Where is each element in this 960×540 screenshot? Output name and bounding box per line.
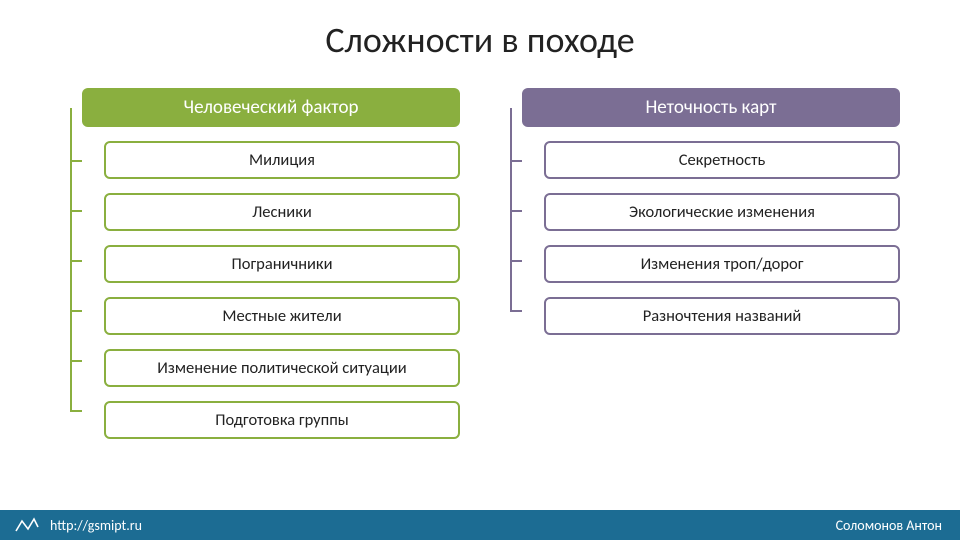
connector-line: [510, 210, 522, 212]
column-right-items: Секретность Экологические изменения Измене…: [522, 141, 900, 335]
item-box: Секретность: [544, 141, 900, 179]
column-left-inner: Человеческий фактор Милиция Лесники Погран…: [60, 88, 460, 439]
item-box: Разночтения названий: [544, 297, 900, 335]
footer-url: http://gsmipt.ru: [50, 517, 142, 534]
column-left: Человеческий фактор Милиция Лесники Погран…: [60, 88, 460, 453]
footer-bar: http://gsmipt.ru Соломонов Антон: [0, 510, 960, 540]
slide: Сложности в походе Человеческий фактор М…: [0, 0, 960, 540]
item-box: Пограничники: [104, 245, 460, 283]
column-right-inner: Неточность карт Секретность Экологические…: [500, 88, 900, 335]
logo-icon: [14, 515, 40, 535]
item-box: Изменение политической ситуации: [104, 349, 460, 387]
connector-line: [510, 310, 522, 312]
connector-line: [70, 410, 82, 412]
column-right: Неточность карт Секретность Экологические…: [500, 88, 900, 453]
item-box: Подготовка группы: [104, 401, 460, 439]
footer-author: Соломонов Антон: [836, 517, 942, 534]
footer-left: http://gsmipt.ru: [14, 515, 142, 535]
connector-line: [70, 260, 82, 262]
connector-line: [70, 210, 82, 212]
column-left-items: Милиция Лесники Пограничники Местные жители…: [82, 141, 460, 439]
connector-line: [70, 160, 82, 162]
connector-line: [70, 310, 82, 312]
trunk-line-left: [70, 108, 72, 410]
connector-line: [510, 160, 522, 162]
column-header-left: Человеческий фактор: [82, 88, 460, 127]
connector-line: [70, 360, 82, 362]
item-box: Экологические изменения: [544, 193, 900, 231]
item-box: Местные жители: [104, 297, 460, 335]
item-box: Милиция: [104, 141, 460, 179]
trunk-line-right: [510, 108, 512, 310]
connector-line: [510, 260, 522, 262]
columns-container: Человеческий фактор Милиция Лесники Погран…: [0, 62, 960, 453]
column-header-right: Неточность карт: [522, 88, 900, 127]
item-box: Изменения троп/дорог: [544, 245, 900, 283]
page-title: Сложности в походе: [0, 0, 960, 62]
item-box: Лесники: [104, 193, 460, 231]
